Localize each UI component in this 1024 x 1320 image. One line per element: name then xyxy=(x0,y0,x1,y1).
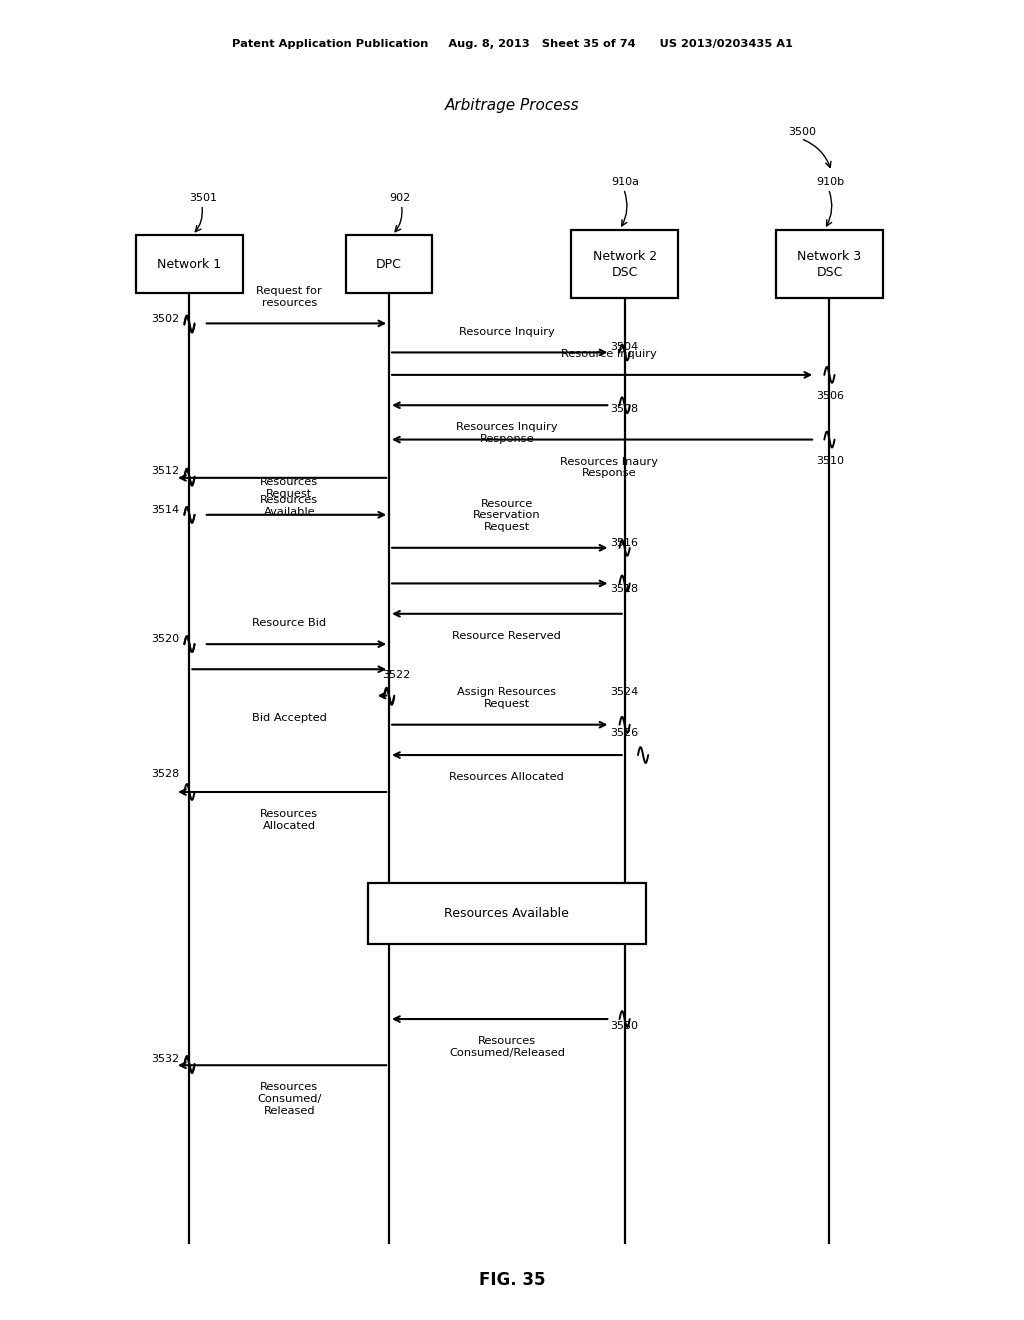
Text: Resource Inquiry: Resource Inquiry xyxy=(561,348,657,359)
Text: 3508: 3508 xyxy=(610,404,638,414)
Text: 3532: 3532 xyxy=(152,1053,179,1064)
Text: 3516: 3516 xyxy=(610,537,638,548)
Text: 3512: 3512 xyxy=(152,466,179,477)
FancyBboxPatch shape xyxy=(369,883,646,944)
Text: 3514: 3514 xyxy=(152,504,179,515)
Text: Resources
Consumed/
Released: Resources Consumed/ Released xyxy=(257,1082,322,1115)
Text: Resources Available: Resources Available xyxy=(444,907,569,920)
Text: Resource Inquiry: Resource Inquiry xyxy=(459,326,555,337)
Text: FIG. 35: FIG. 35 xyxy=(479,1271,545,1290)
FancyBboxPatch shape xyxy=(776,230,883,298)
Text: Network 1: Network 1 xyxy=(158,257,221,271)
Text: Resource
Reservation
Request: Resource Reservation Request xyxy=(473,499,541,532)
Text: 3528: 3528 xyxy=(152,768,180,779)
Text: 3506: 3506 xyxy=(816,391,844,401)
Text: 902: 902 xyxy=(389,193,411,203)
Text: Network 3
DSC: Network 3 DSC xyxy=(798,249,861,279)
Text: Assign Resources
Request: Assign Resources Request xyxy=(458,688,556,709)
Text: Resources
Request: Resources Request xyxy=(260,478,318,499)
Text: 3530: 3530 xyxy=(610,1020,638,1031)
Text: 3510: 3510 xyxy=(816,455,844,466)
Text: Resources
Available: Resources Available xyxy=(260,495,318,516)
FancyBboxPatch shape xyxy=(136,235,243,293)
Text: 3501: 3501 xyxy=(189,193,217,203)
Text: Request for
resources: Request for resources xyxy=(256,286,323,308)
Text: 3504: 3504 xyxy=(610,342,638,352)
Text: Resource Reserved: Resource Reserved xyxy=(453,631,561,642)
Text: Bid Accepted: Bid Accepted xyxy=(252,713,327,723)
Text: Arbitrage Process: Arbitrage Process xyxy=(444,98,580,114)
Text: Resources
Consumed/Released: Resources Consumed/Released xyxy=(449,1036,565,1057)
Text: Network 2
DSC: Network 2 DSC xyxy=(593,249,656,279)
Text: 3500: 3500 xyxy=(788,127,816,137)
Text: Resource Bid: Resource Bid xyxy=(252,618,327,628)
Text: 3526: 3526 xyxy=(610,727,638,738)
Text: Resources Inaury
Response: Resources Inaury Response xyxy=(560,457,658,478)
FancyBboxPatch shape xyxy=(346,235,432,293)
Text: 3522: 3522 xyxy=(382,669,411,680)
Text: 910b: 910b xyxy=(816,177,844,187)
Text: 3524: 3524 xyxy=(610,686,639,697)
Text: Resources Allocated: Resources Allocated xyxy=(450,772,564,783)
FancyBboxPatch shape xyxy=(571,230,678,298)
Text: DPC: DPC xyxy=(376,257,402,271)
Text: Patent Application Publication     Aug. 8, 2013   Sheet 35 of 74      US 2013/02: Patent Application Publication Aug. 8, 2… xyxy=(231,38,793,49)
Text: 3502: 3502 xyxy=(152,314,179,325)
Text: Resources
Allocated: Resources Allocated xyxy=(260,809,318,830)
Text: Resources Inquiry
Response: Resources Inquiry Response xyxy=(456,422,558,444)
Text: 910a: 910a xyxy=(611,177,639,187)
Text: 3518: 3518 xyxy=(610,583,638,594)
Text: 3520: 3520 xyxy=(152,634,179,644)
